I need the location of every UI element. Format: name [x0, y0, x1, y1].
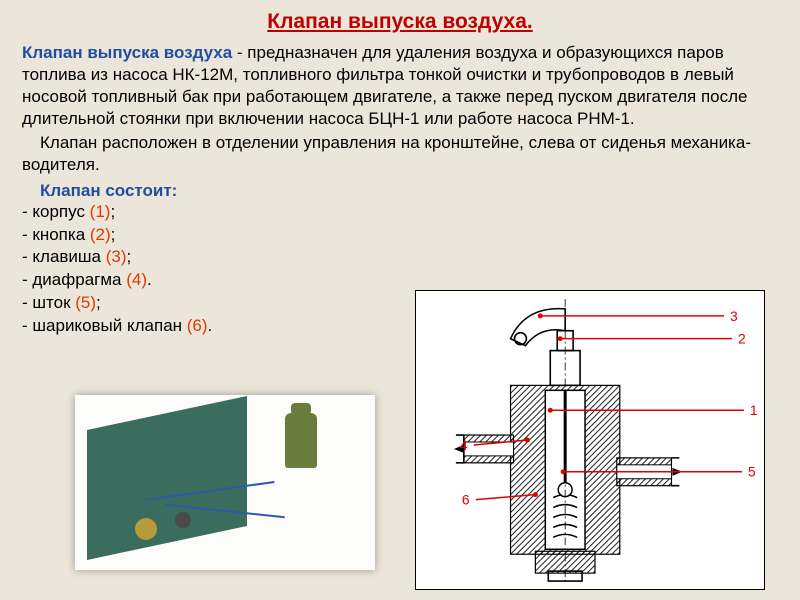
paragraph-1: Клапан выпуска воздуха - предназначен дл…: [22, 42, 778, 130]
valve-body: [454, 299, 682, 585]
mounting-panel: [87, 396, 247, 560]
dark-knob: [175, 512, 191, 528]
brass-knob: [135, 518, 157, 540]
cutaway-diagram: 123456: [415, 290, 765, 590]
photo-illustration: [75, 395, 375, 570]
figures-area: 123456: [0, 300, 800, 600]
svg-text:5: 5: [748, 464, 756, 480]
term-highlight: Клапан выпуска воздуха: [22, 43, 232, 62]
svg-text:4: 4: [460, 437, 468, 453]
page-title: Клапан выпуска воздуха.: [22, 10, 778, 34]
svg-text:6: 6: [462, 492, 470, 508]
svg-text:2: 2: [738, 331, 746, 347]
svg-text:3: 3: [730, 308, 738, 324]
valve-cylinder: [285, 413, 317, 468]
components-heading: Клапан состоит:: [22, 181, 778, 201]
paragraph-2: Клапан расположен в отделении управления…: [22, 132, 778, 176]
list-item: - корпус (1);: [22, 201, 778, 224]
list-item: - диафрагма (4).: [22, 269, 778, 292]
list-item: - клавиша (3);: [22, 246, 778, 269]
list-item: - кнопка (2);: [22, 224, 778, 247]
svg-text:1: 1: [750, 402, 758, 418]
diagram-svg: 123456: [416, 291, 764, 589]
